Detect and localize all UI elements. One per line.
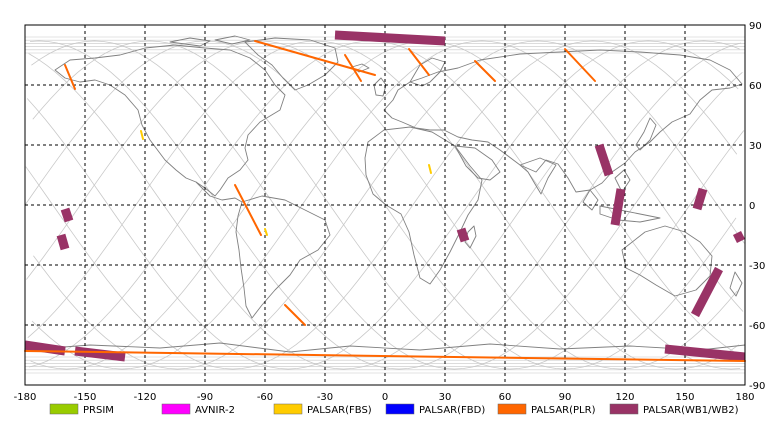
observation-swath	[64, 64, 76, 90]
observation-swath	[732, 230, 746, 244]
longitude-tick-label: 0	[382, 392, 388, 403]
observation-swath	[254, 40, 376, 76]
latitude-tick-labels: 90 60 30 0 -30 -60 -90	[749, 21, 765, 392]
observation-swath	[264, 228, 268, 236]
lat-lon-grid	[25, 25, 745, 385]
legend-label: PALSAR(FBS)	[307, 405, 372, 416]
observation-swath	[692, 187, 708, 211]
orbit-track	[26, 40, 739, 370]
observation-swath	[284, 304, 306, 326]
orbit-track	[28, 40, 740, 370]
longitude-tick-label: -60	[257, 392, 273, 403]
observation-swath	[408, 48, 430, 76]
orbit-track	[33, 40, 745, 370]
longitude-tick-label: 30	[439, 392, 452, 403]
observation-swath	[691, 266, 723, 318]
observation-swath	[24, 350, 746, 362]
longitude-tick-label: 90	[559, 392, 572, 403]
observation-swath	[428, 164, 432, 174]
observation-swath	[24, 340, 66, 356]
legend-label: PALSAR(PLR)	[531, 405, 596, 416]
legend-swatch	[609, 403, 639, 415]
observation-swath	[234, 184, 262, 236]
latitude-tick-label: 30	[749, 141, 762, 152]
legend-swatch	[497, 403, 527, 415]
legend: PRSIM AVNIR-2 PALSAR(FBS) PALSAR(FBD) PALSAR…	[49, 403, 739, 416]
orbit-track	[25, 40, 738, 370]
observation-swath	[60, 207, 74, 223]
legend-label: PALSAR(FBD)	[419, 405, 485, 416]
longitude-tick-label: -150	[74, 392, 97, 403]
observation-swath	[564, 48, 596, 82]
longitude-tick-label: -30	[317, 392, 333, 403]
legend-label: PALSAR(WB1/WB2)	[643, 405, 739, 416]
longitude-tick-labels: -180 -150 -120 -90 -60 -30 0 30 60 90 120 150 180	[14, 392, 755, 403]
observation-swath	[474, 60, 496, 82]
longitude-tick-label: 120	[615, 392, 634, 403]
observation-swath	[140, 130, 144, 140]
latitude-tick-label: 0	[749, 201, 755, 212]
observation-swath	[594, 143, 614, 177]
latitude-tick-label: -60	[749, 321, 765, 332]
observation-swath	[334, 30, 446, 46]
latitude-tick-label: 90	[749, 21, 762, 32]
orbit-track	[31, 40, 744, 370]
latitude-tick-label: -90	[749, 381, 765, 392]
observation-swath	[456, 227, 470, 243]
orbit-track	[29, 40, 741, 370]
latitude-tick-label: -30	[749, 261, 765, 272]
legend-label: PRSIM	[83, 405, 114, 416]
longitude-tick-label: 60	[499, 392, 512, 403]
legend-label: AVNIR-2	[195, 405, 235, 416]
longitude-tick-label: -120	[134, 392, 157, 403]
legend-swatch	[385, 403, 415, 415]
longitude-tick-label: 180	[735, 392, 754, 403]
observation-swath	[344, 54, 362, 82]
longitude-tick-label: -90	[197, 392, 213, 403]
legend-swatch	[161, 403, 191, 415]
longitude-tick-label: 150	[675, 392, 694, 403]
orbit-track	[24, 40, 737, 370]
longitude-tick-label: -180	[14, 392, 37, 403]
legend-swatch	[273, 403, 303, 415]
observation-swath	[610, 188, 626, 226]
map-frame	[24, 24, 746, 386]
observation-swaths	[24, 30, 746, 362]
observation-swath	[664, 344, 746, 362]
observation-swath	[56, 233, 70, 251]
orbit-track	[30, 40, 742, 370]
latitude-tick-label: 60	[749, 81, 762, 92]
legend-swatch	[49, 403, 79, 415]
